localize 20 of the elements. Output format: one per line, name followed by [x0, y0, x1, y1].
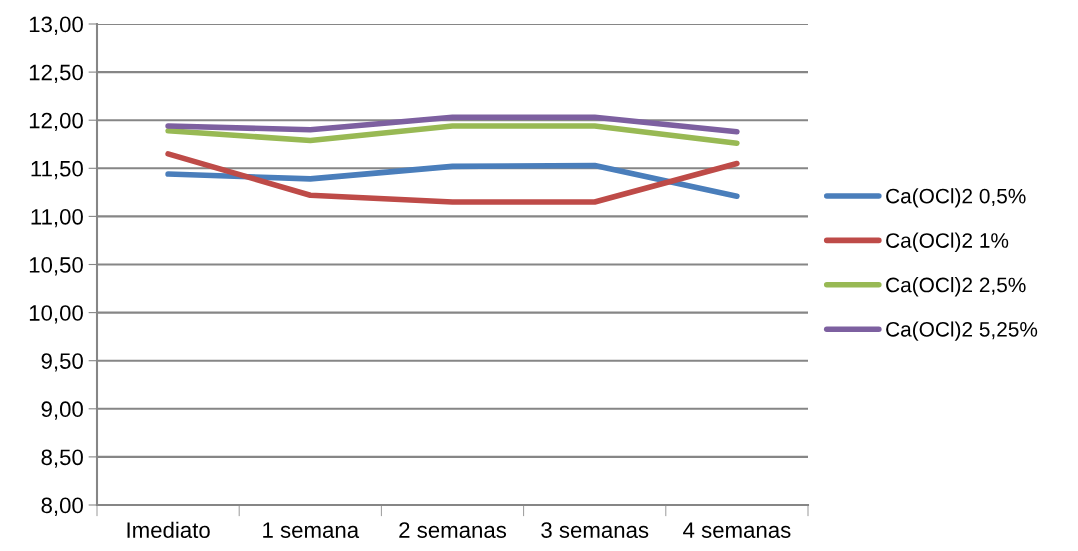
- x-tick-label: 4 semanas: [683, 522, 791, 538]
- y-tick-label: 9,00: [41, 401, 83, 420]
- y-tick-label: 8,50: [41, 449, 83, 468]
- legend-label: Ca(OCl)2 0,5%: [886, 188, 1026, 208]
- y-tick-label: 12,50: [29, 64, 83, 83]
- y-tick-label: 8,00: [41, 497, 83, 516]
- y-tick-label: 11,00: [31, 208, 83, 228]
- y-tick-label: 10,00: [29, 305, 83, 324]
- y-tick-label: 12,00: [29, 112, 83, 132]
- legend-label: Ca(OCl)2 5,25%: [886, 321, 1038, 341]
- y-tick-label: 13,00: [29, 16, 83, 35]
- y-tick-label: 9,50: [41, 353, 83, 372]
- legend-label: Ca(OCl)2 1%: [886, 232, 1009, 252]
- y-tick-label: 10,50: [29, 257, 83, 276]
- x-tick-label: 2 semanas: [399, 522, 507, 538]
- y-tick-label: 11,50: [31, 160, 83, 180]
- x-tick-label: Imediato: [127, 521, 210, 538]
- x-tick-label: 1 semana: [263, 522, 360, 538]
- legend-label: Ca(OCl)2 2,5%: [886, 277, 1026, 297]
- x-tick-label: 3 semanas: [541, 522, 649, 538]
